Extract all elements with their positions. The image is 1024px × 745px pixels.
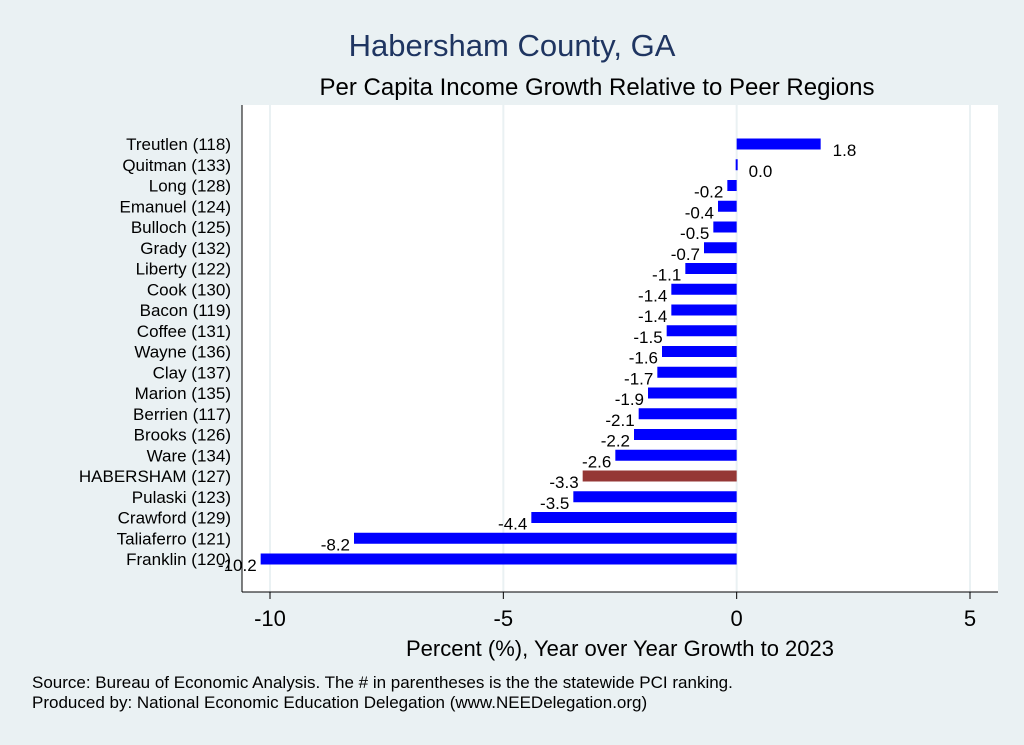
bar-value-label: -2.6: [582, 452, 611, 471]
chart-subtitle: Per Capita Income Growth Relative to Pee…: [319, 74, 875, 101]
bar-value-label: -1.7: [624, 369, 653, 388]
bar: [671, 304, 737, 316]
category-labels: Treutlen (118) Quitman (133) Long (128)Ema…: [79, 135, 231, 569]
bar-value-label: -3.5: [540, 494, 569, 513]
bar: [736, 138, 821, 150]
bar-value-label: -1.4: [638, 307, 667, 326]
x-tick-label: 0: [731, 606, 743, 631]
category-label: Wayne (136): [134, 343, 231, 362]
category-label: Bacon (119): [140, 301, 231, 320]
category-label: Treutlen (118): [126, 135, 231, 154]
x-tick-label: 5: [964, 606, 976, 631]
bars: [260, 138, 821, 565]
x-axis: -10 -5 0 5: [241, 105, 998, 631]
category-label: Marion (135): [135, 384, 231, 403]
category-label: Franklin (120): [126, 550, 231, 569]
bar-value-label: -0.5: [680, 224, 709, 243]
category-label: HABERSHAM (127): [79, 467, 231, 486]
source-note: Source: Bureau of Economic Analysis. The…: [32, 673, 733, 692]
bar-value-label: -0.2: [694, 183, 723, 202]
bar-value-label: -1.9: [615, 390, 644, 409]
bar: [666, 325, 737, 337]
bar-value-label: -0.7: [671, 245, 700, 264]
category-label: Liberty (122): [136, 260, 231, 279]
bar: [727, 180, 737, 191]
producer-note: Produced by: National Economic Education…: [32, 693, 648, 712]
category-label: Clay (137): [153, 363, 231, 382]
category-label: Coffee (131): [137, 322, 231, 341]
bar: [662, 346, 737, 357]
category-label: Grady (132): [140, 239, 231, 258]
category-label: Long (128): [149, 177, 231, 196]
category-label: Cook (130): [147, 280, 231, 299]
bar: [582, 470, 737, 482]
bar: [354, 532, 737, 544]
bar-value-label: -1.4: [638, 286, 667, 305]
category-label: Taliaferro (121): [117, 529, 231, 548]
bar: [634, 429, 737, 440]
x-tick-label: -5: [494, 606, 514, 631]
bar-value-label: -10.2: [218, 556, 257, 575]
bar-value-label: -1.5: [633, 328, 662, 347]
x-axis-label: Percent (%), Year over Year Growth to 20…: [405, 636, 835, 661]
bar: [615, 449, 737, 461]
bar: [648, 387, 737, 399]
bar: [735, 159, 738, 171]
bar: [573, 491, 737, 503]
bar-value-label: -8.2: [321, 535, 350, 554]
category-label: Quitman (133): [122, 156, 231, 175]
bar-value-label: -3.3: [549, 473, 578, 492]
x-tick-label: -10: [254, 606, 286, 631]
bar-value-label: -0.4: [685, 203, 714, 222]
bar-value-label: 0.0: [749, 162, 773, 181]
bar-value-label: -4.4: [498, 515, 527, 534]
bar-value-label: -2.2: [601, 432, 630, 451]
bar: [531, 512, 737, 523]
bar: [718, 200, 737, 212]
bar: [657, 366, 737, 378]
plot-area: [242, 105, 998, 592]
bar-value-label: -2.1: [605, 411, 634, 430]
bar: [671, 283, 737, 295]
category-label: Ware (134): [147, 446, 231, 465]
bar-value-labels: 1.80.0-0.2-0.4-0.5-0.7-1.1-1.4-1.4-1.5-1…: [218, 141, 856, 575]
bar-value-label: 1.8: [833, 141, 857, 160]
category-label: Brooks (126): [134, 426, 231, 445]
bar-value-label: -1.6: [629, 349, 658, 368]
category-label: Crawford (129): [118, 509, 231, 528]
category-label: Bulloch (125): [131, 218, 231, 237]
category-label: Berrien (117): [133, 405, 231, 424]
category-label: Emanuel (124): [119, 197, 231, 216]
category-label: Pulaski (123): [132, 488, 231, 507]
bar: [704, 242, 737, 254]
bar-value-label: -1.1: [652, 266, 681, 285]
bar: [260, 553, 737, 565]
bar: [713, 221, 737, 233]
bar: [685, 263, 737, 274]
chart-title: Habersham County, GA: [348, 28, 676, 63]
bar: [638, 408, 737, 420]
